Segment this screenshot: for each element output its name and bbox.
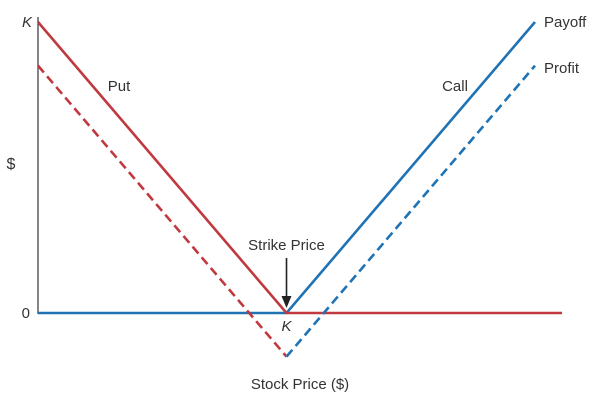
y-tick-label-zero: 0 — [22, 305, 30, 322]
payoff-line-label: Payoff — [544, 14, 587, 31]
x-tick-label-k: K — [281, 318, 292, 335]
chart-marks — [37, 17, 562, 358]
call-profit-line — [285, 64, 536, 358]
put-payoff-line — [37, 21, 562, 315]
x-axis-label: Stock Price ($) — [251, 376, 349, 393]
strike-price-label: Strike Price — [248, 237, 325, 254]
y-axis-label: $ — [7, 156, 16, 173]
profit-line-label: Profit — [544, 60, 580, 77]
put-profit-line — [37, 64, 288, 358]
call-series-label: Call — [442, 78, 468, 95]
y-tick-label-k: K — [22, 14, 33, 31]
strike-arrow-head — [281, 296, 292, 308]
chart-texts: K 0 K $ Stock Price ($) Put Call Payoff … — [7, 14, 588, 393]
put-series-label: Put — [108, 78, 131, 95]
